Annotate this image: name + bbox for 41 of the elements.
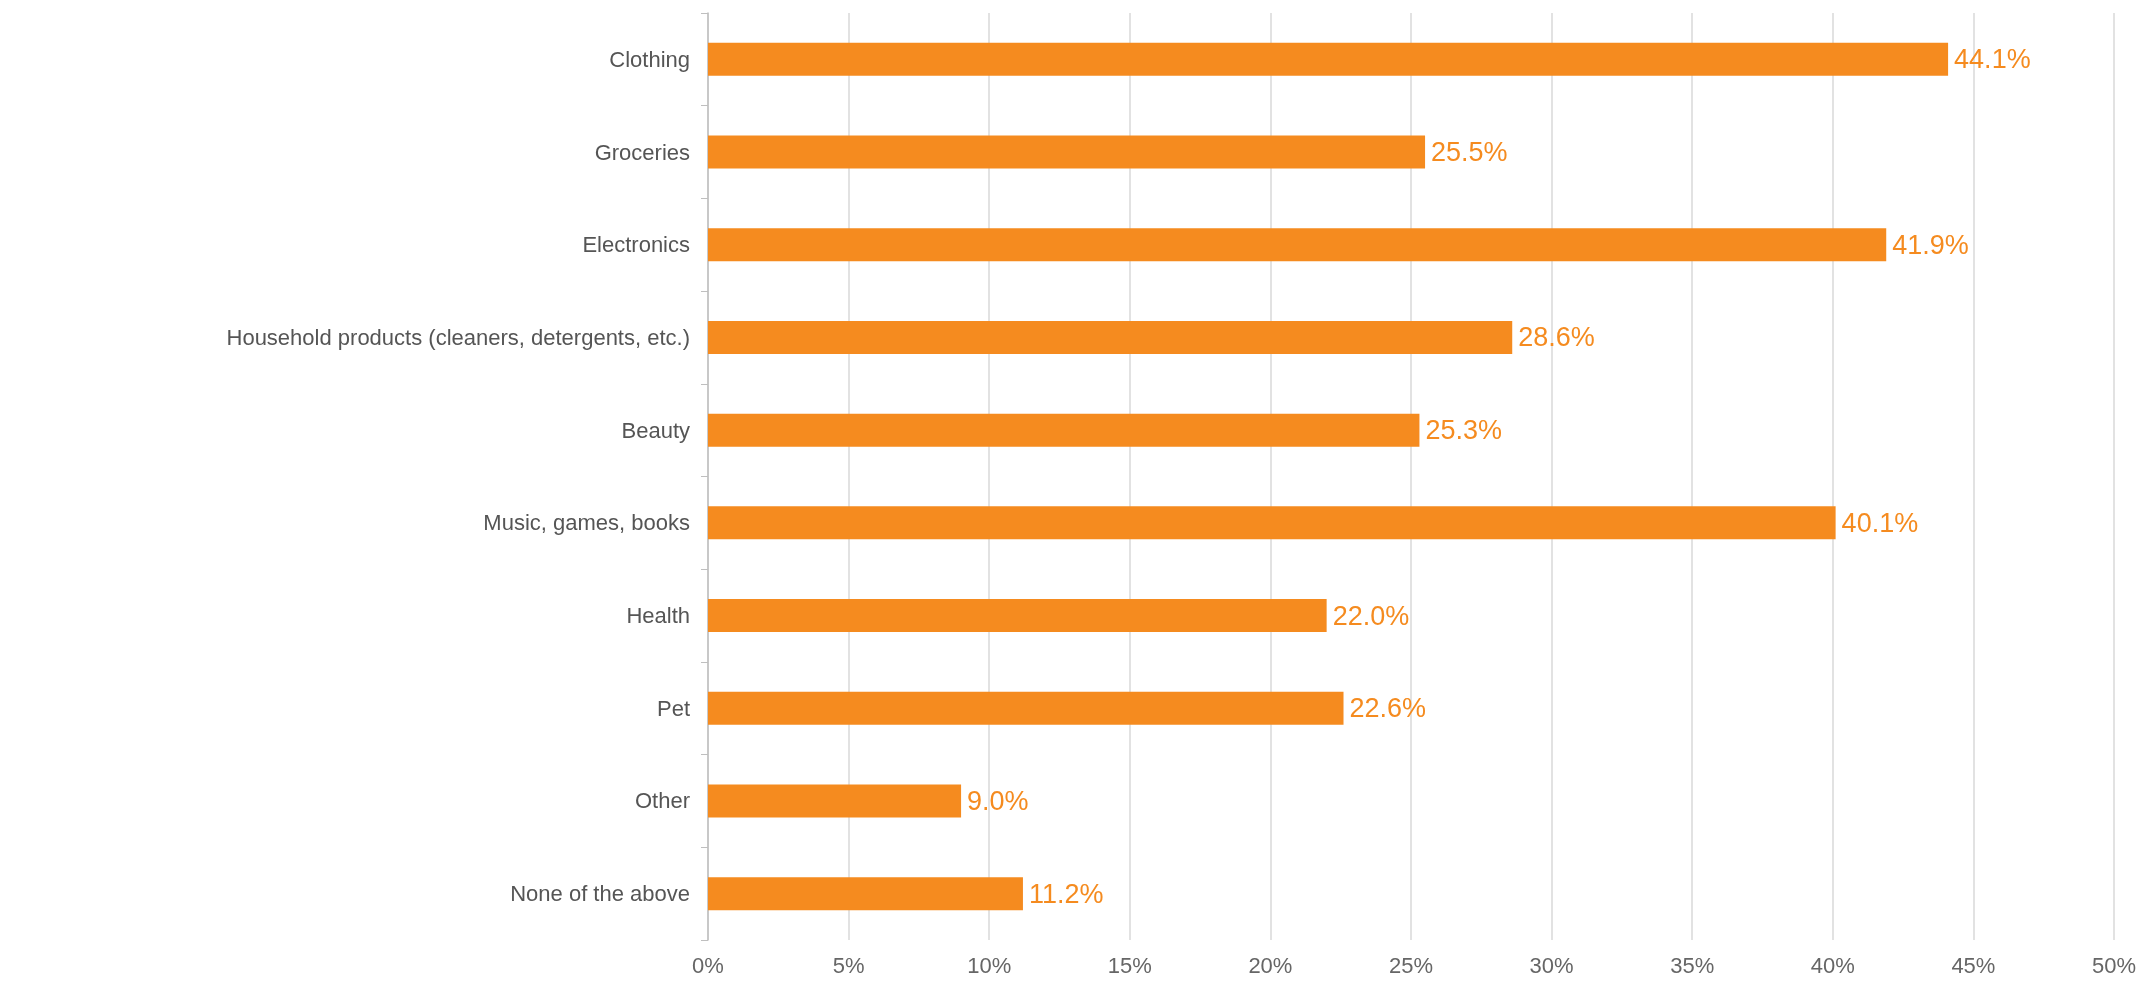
x-tick-label: 20% bbox=[1248, 952, 1293, 978]
bar bbox=[708, 42, 1949, 76]
y-tick-label: Other bbox=[634, 788, 690, 814]
data-label: 22.0% bbox=[1332, 600, 1410, 631]
x-tick-label: 50% bbox=[2091, 952, 2137, 978]
x-tick-label: 10% bbox=[967, 952, 1012, 978]
bar bbox=[708, 413, 1420, 447]
x-tick-label: 25% bbox=[1388, 952, 1434, 978]
bar bbox=[708, 320, 1513, 354]
bar bbox=[708, 784, 962, 818]
bar bbox=[708, 691, 1344, 725]
x-tick-label: 5% bbox=[832, 952, 865, 978]
bar bbox=[708, 599, 1327, 633]
x-tick-label: 15% bbox=[1107, 952, 1152, 978]
y-tick-label: None of the above bbox=[510, 881, 690, 907]
data-label: 25.3% bbox=[1425, 415, 1502, 446]
data-label: 28.6% bbox=[1518, 322, 1595, 353]
x-tick-label: 30% bbox=[1529, 952, 1574, 978]
data-label: 11.2% bbox=[1028, 878, 1104, 909]
bar bbox=[708, 135, 1426, 169]
y-tick-label: Electronics bbox=[582, 232, 690, 258]
data-label: 41.9% bbox=[1892, 229, 1969, 260]
y-tick-label: Clothing bbox=[609, 46, 690, 72]
y-tick-label: Music, games, books bbox=[483, 510, 690, 536]
data-label: 40.1% bbox=[1841, 507, 1919, 538]
data-label: 25.5% bbox=[1431, 137, 1508, 168]
bar bbox=[708, 877, 1023, 911]
y-tick-label: Pet bbox=[656, 695, 690, 721]
x-tick-label: 45% bbox=[1951, 952, 1996, 978]
y-tick-label: Health bbox=[626, 603, 690, 629]
data-label: 44.1% bbox=[1954, 44, 2031, 75]
bar bbox=[708, 506, 1836, 540]
y-tick-label: Household products (cleaners, detergents, etc.) bbox=[226, 324, 690, 350]
x-tick-label: 40% bbox=[1810, 952, 1855, 978]
y-tick-label: Groceries bbox=[594, 139, 690, 165]
data-label: 9.0% bbox=[967, 785, 1029, 816]
bar bbox=[708, 228, 1887, 262]
x-tick-label: 35% bbox=[1670, 952, 1715, 978]
y-tick-label: Beauty bbox=[621, 417, 690, 443]
x-tick-label: 0% bbox=[692, 952, 724, 978]
data-label: 22.6% bbox=[1349, 693, 1427, 724]
